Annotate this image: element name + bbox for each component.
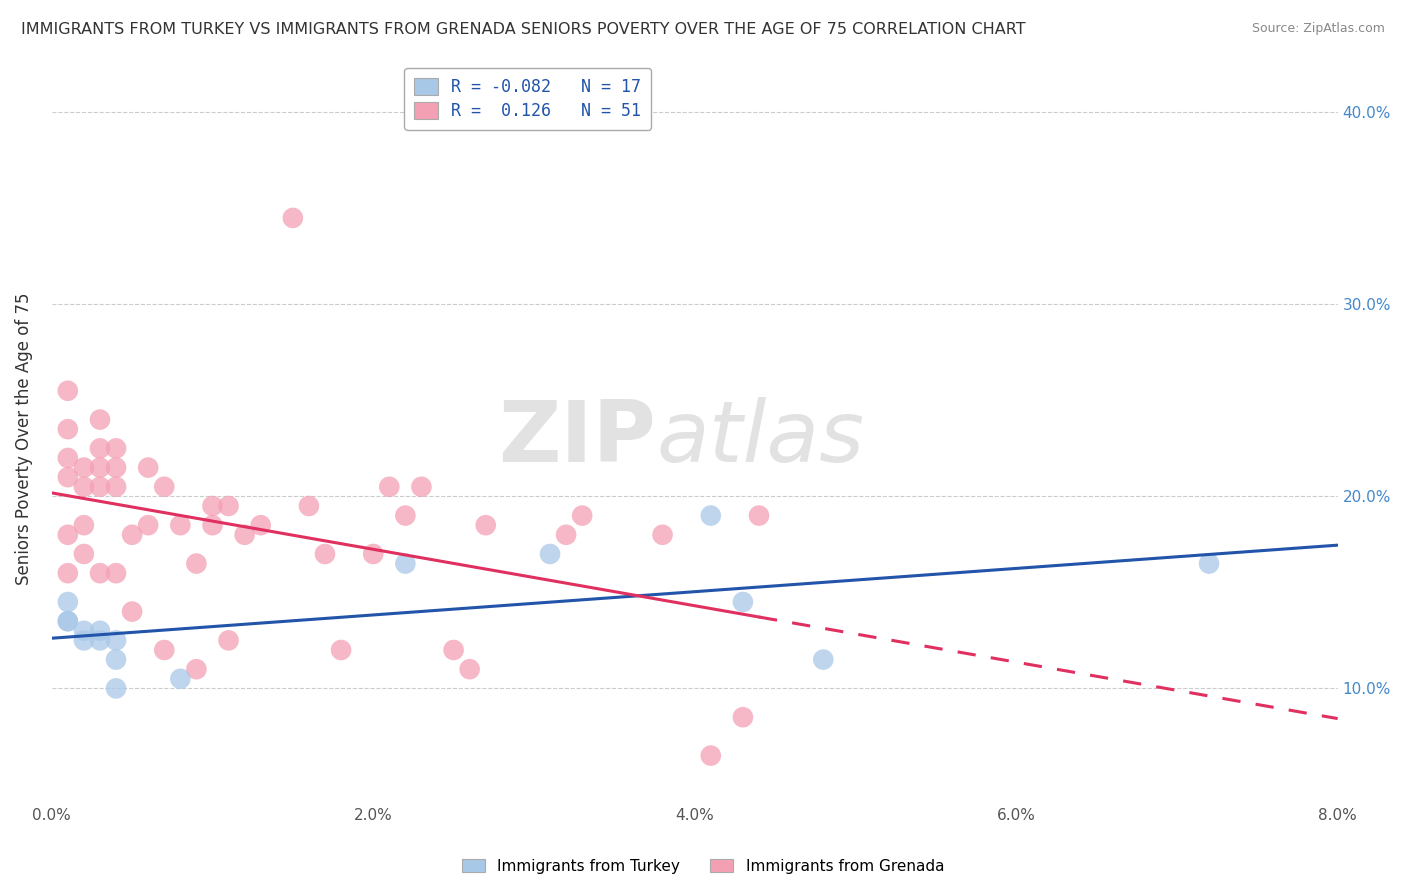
Point xyxy=(186,557,208,571)
Y-axis label: Seniors Poverty Over the Age of 75: Seniors Poverty Over the Age of 75 xyxy=(15,293,32,585)
Point xyxy=(121,605,143,619)
Point xyxy=(651,528,673,542)
Point xyxy=(394,557,416,571)
Point xyxy=(249,518,271,533)
Text: Source: ZipAtlas.com: Source: ZipAtlas.com xyxy=(1251,22,1385,36)
Point xyxy=(73,518,96,533)
Point xyxy=(169,518,191,533)
Point xyxy=(89,460,111,475)
Point xyxy=(153,480,176,494)
Point xyxy=(56,614,79,628)
Point xyxy=(361,547,384,561)
Point xyxy=(73,547,96,561)
Point xyxy=(89,633,111,648)
Point xyxy=(555,528,578,542)
Point xyxy=(56,528,79,542)
Point xyxy=(186,662,208,676)
Point xyxy=(89,442,111,456)
Point xyxy=(105,652,128,666)
Point xyxy=(105,460,128,475)
Point xyxy=(378,480,401,494)
Point xyxy=(218,633,240,648)
Point xyxy=(201,499,224,513)
Point xyxy=(538,547,561,561)
Point xyxy=(73,624,96,638)
Point xyxy=(233,528,256,542)
Point xyxy=(56,566,79,581)
Point xyxy=(105,633,128,648)
Point xyxy=(56,614,79,628)
Point xyxy=(56,595,79,609)
Point xyxy=(731,595,754,609)
Point xyxy=(748,508,770,523)
Point xyxy=(136,518,159,533)
Point xyxy=(458,662,481,676)
Point xyxy=(474,518,496,533)
Point xyxy=(298,499,321,513)
Point xyxy=(56,384,79,398)
Point xyxy=(700,748,723,763)
Text: IMMIGRANTS FROM TURKEY VS IMMIGRANTS FROM GRENADA SENIORS POVERTY OVER THE AGE O: IMMIGRANTS FROM TURKEY VS IMMIGRANTS FRO… xyxy=(21,22,1026,37)
Point xyxy=(89,566,111,581)
Text: atlas: atlas xyxy=(657,397,865,480)
Point xyxy=(201,518,224,533)
Point xyxy=(394,508,416,523)
Point xyxy=(105,566,128,581)
Point xyxy=(813,652,835,666)
Point xyxy=(571,508,593,523)
Point xyxy=(73,480,96,494)
Point xyxy=(89,624,111,638)
Point xyxy=(1198,557,1220,571)
Point xyxy=(153,643,176,657)
Point xyxy=(169,672,191,686)
Point xyxy=(700,508,723,523)
Point xyxy=(56,422,79,436)
Point xyxy=(89,480,111,494)
Legend: Immigrants from Turkey, Immigrants from Grenada: Immigrants from Turkey, Immigrants from … xyxy=(456,853,950,880)
Point xyxy=(121,528,143,542)
Point xyxy=(105,442,128,456)
Point xyxy=(731,710,754,724)
Point xyxy=(73,633,96,648)
Text: ZIP: ZIP xyxy=(498,397,657,480)
Point xyxy=(105,480,128,494)
Point xyxy=(330,643,353,657)
Point xyxy=(411,480,433,494)
Point xyxy=(105,681,128,696)
Point xyxy=(56,450,79,465)
Point xyxy=(56,470,79,484)
Legend: R = -0.082   N = 17, R =  0.126   N = 51: R = -0.082 N = 17, R = 0.126 N = 51 xyxy=(404,68,651,130)
Point xyxy=(314,547,336,561)
Point xyxy=(73,460,96,475)
Point xyxy=(281,211,304,225)
Point xyxy=(443,643,465,657)
Point xyxy=(136,460,159,475)
Point xyxy=(218,499,240,513)
Point xyxy=(89,412,111,426)
